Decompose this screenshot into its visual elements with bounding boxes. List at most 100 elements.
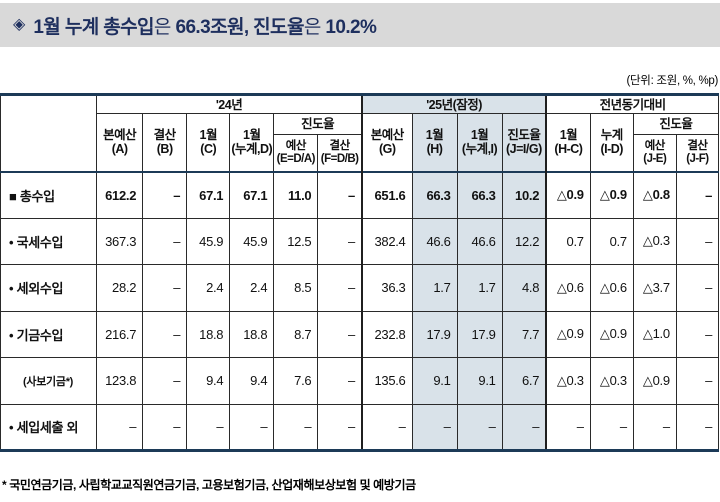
value-cell: – (142, 170, 188, 219)
value-cell: 12.2 (501, 217, 547, 265)
col-group-yoy: 전년동기대비 (545, 94, 720, 114)
value-cell: △0.3 (632, 217, 677, 265)
value-cell: △0.8 (632, 170, 677, 219)
value-cell: 66.3 (456, 170, 503, 219)
revenue-table: '24년 '25년(잠정) 전년동기대비 본예산 (A) 결산 (B) 1월 (… (0, 93, 720, 452)
value-cell: 46.6 (411, 217, 458, 265)
title-bar: ◈ 1월 누계 총수입은 66.3조원, 진도율은 10.2% (0, 3, 720, 47)
value-cell: 9.1 (456, 357, 503, 405)
title-segment: 은 (153, 16, 176, 38)
value-cell: – (675, 170, 720, 219)
value-cell: △3.7 (632, 264, 677, 312)
value-cell: △0.9 (632, 357, 677, 405)
value-cell: – (589, 403, 634, 452)
value-cell: 6.7 (501, 357, 547, 405)
value-cell: – (675, 310, 720, 358)
header-main-row: 본예산 (A) 결산 (B) 1월 (C) 1월 (누계,D) 진도율 본예산 … (1, 113, 720, 172)
table-row: ■ 총수입 612.2–67.1 67.1 11.0–651.6 66.3 66.3 10.… (0, 170, 720, 219)
value-cell: 28.2 (96, 264, 144, 312)
row-label: (사보기금*) (0, 357, 98, 405)
value-cell: – (675, 403, 720, 452)
value-cell: 17.9 (456, 310, 503, 358)
value-cell: – (273, 403, 319, 452)
col-header-budget-a: 본예산 (A) (96, 113, 144, 172)
value-cell: – (317, 310, 363, 358)
value-cell: 0.7 (589, 217, 634, 265)
value-cell: 651.6 (360, 170, 413, 219)
value-cell: – (317, 403, 363, 452)
title-segment: 은 (303, 16, 326, 38)
value-cell: △0.3 (545, 357, 591, 405)
col-header-progress-j: 진도율 (J=I/G) (501, 113, 547, 172)
col-header-progress-yoy: 진도율 (632, 113, 720, 135)
col-header-budget-e: 예산 (E=D/A) (273, 134, 319, 172)
table-row: • 세외수입 28.2–2.4 2.4 8.5–36.3 1.7 1.7 4.8 △0.6 △0… (0, 264, 720, 312)
diamond-icon: ◈ (13, 16, 26, 33)
value-cell: 67.1 (229, 170, 275, 219)
value-cell: – (675, 357, 720, 405)
value-cell: 9.4 (186, 357, 231, 405)
value-cell: 382.4 (360, 217, 413, 265)
value-cell: – (142, 264, 188, 312)
value-cell: 2.4 (186, 264, 231, 312)
value-cell: 9.4 (229, 357, 275, 405)
value-cell: – (317, 217, 363, 265)
col-header-settlement-b: 결산 (B) (142, 113, 188, 172)
value-cell: 123.8 (96, 357, 144, 405)
value-cell: – (456, 403, 503, 452)
table-row: (사보기금*) 123.8–9.4 9.4 7.6–135.6 9.1 9.1 6.7 △0.… (0, 357, 720, 405)
value-cell: 11.0 (273, 170, 319, 219)
value-cell: 135.6 (360, 357, 413, 405)
title-segment: 66.3조원, 진도율 (175, 16, 304, 38)
title-segment: 1월 누계 총수입 (33, 16, 154, 38)
col-group-2025: '25년(잠정) (360, 94, 547, 114)
value-cell: 1.7 (456, 264, 503, 312)
col-header-jan-cum-d: 1월 (누계,D) (229, 113, 275, 172)
value-cell: – (317, 357, 363, 405)
value-cell: – (317, 170, 363, 219)
row-label: ■ 총수입 (0, 170, 98, 219)
value-cell: △0.9 (545, 310, 591, 358)
value-cell: – (501, 403, 547, 452)
value-cell: 18.8 (229, 310, 275, 358)
col-header-settlement-f: 결산 (F=D/B) (317, 134, 363, 172)
row-label: • 세외수입 (0, 264, 98, 312)
col-header-cum-id: 누계 (I-D) (589, 113, 634, 172)
value-cell: 45.9 (186, 217, 231, 265)
value-cell: 2.4 (229, 264, 275, 312)
value-cell: 10.2 (501, 170, 547, 219)
value-cell: △0.9 (589, 170, 634, 219)
value-cell: – (675, 264, 720, 312)
value-cell: 232.8 (360, 310, 413, 358)
value-cell: – (360, 403, 413, 452)
value-cell: – (96, 403, 144, 452)
table-header: '24년 '25년(잠정) 전년동기대비 본예산 (A) 결산 (B) 1월 (… (0, 94, 720, 172)
value-cell: – (675, 217, 720, 265)
value-cell: △1.0 (632, 310, 677, 358)
col-header-jan-c: 1월 (C) (186, 113, 231, 172)
value-cell: △0.6 (589, 264, 634, 312)
value-cell: – (229, 403, 275, 452)
value-cell: 9.1 (411, 357, 458, 405)
table-row: • 세입세출 외 – – – – – – – – – – – – – – (0, 403, 720, 452)
header-sub-row: 예산 (E=D/A) 결산 (F=D/B) 예산 (J-E) 결산 (J-F) (1, 134, 720, 172)
value-cell: 8.5 (273, 264, 319, 312)
value-cell: – (632, 403, 677, 452)
value-cell: 7.7 (501, 310, 547, 358)
value-cell: 18.8 (186, 310, 231, 358)
value-cell: △0.9 (589, 310, 634, 358)
value-cell: 17.9 (411, 310, 458, 358)
title-segment: 10.2% (325, 16, 377, 38)
value-cell: – (142, 217, 188, 265)
value-cell: 8.7 (273, 310, 319, 358)
stub-header (0, 94, 98, 172)
row-label: • 세입세출 외 (0, 403, 98, 452)
table-body: ■ 총수입 612.2–67.1 67.1 11.0–651.6 66.3 66.3 10.… (0, 170, 720, 452)
header-group-row: '24년 '25년(잠정) 전년동기대비 (0, 94, 720, 172)
col-header-budget-je: 예산 (J-E) (632, 134, 677, 172)
col-header-settlement-jf: 결산 (J-F) (675, 134, 720, 172)
value-cell: △0.6 (545, 264, 591, 312)
value-cell: – (142, 403, 188, 452)
value-cell: 367.3 (96, 217, 144, 265)
